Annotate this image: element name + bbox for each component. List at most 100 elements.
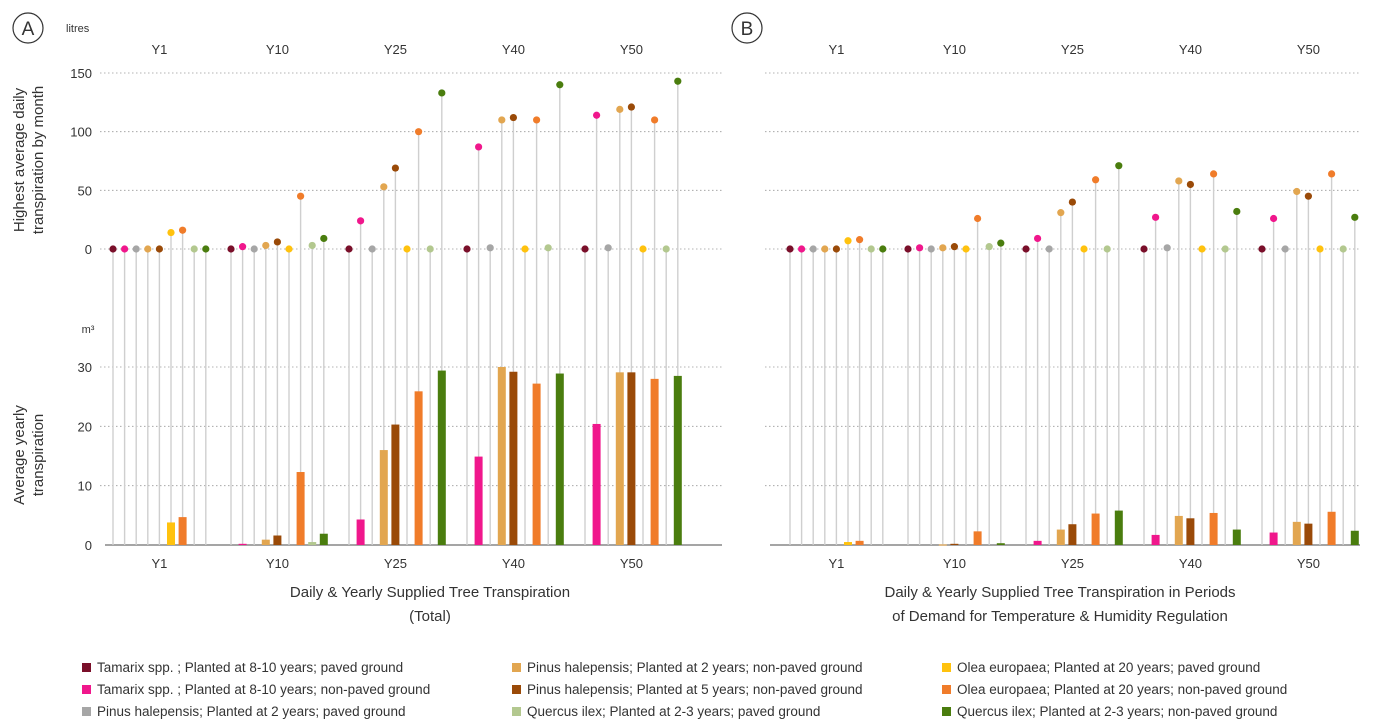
daily-ytick-label: 50: [78, 183, 92, 198]
daily-point: [521, 245, 529, 253]
daily-point: [368, 245, 376, 253]
yearly-bar: [973, 531, 982, 545]
daily-point: [179, 226, 187, 234]
daily-point: [581, 245, 589, 253]
yearly-bar: [996, 543, 1005, 545]
yearly-bar: [673, 375, 682, 545]
yearly-ytick-label: 10: [78, 479, 92, 494]
daily-point: [132, 245, 140, 253]
daily-point: [1281, 245, 1289, 253]
daily-point: [962, 245, 970, 253]
yearly-ylabel-line1: Average yearly: [11, 405, 28, 505]
yearly-bar: [1033, 540, 1042, 545]
bottom-category-label-b: Y10: [943, 556, 966, 571]
daily-point: [985, 243, 993, 251]
yearly-ytick-label: 20: [78, 419, 92, 434]
daily-ylabel-line2: transpiration by month: [30, 86, 47, 234]
daily-point: [1034, 234, 1042, 243]
bottom-category-label-a: Y10: [266, 556, 289, 571]
daily-point: [155, 245, 163, 253]
daily-point: [498, 116, 506, 124]
daily-point: [273, 238, 281, 246]
daily-point: [927, 245, 935, 253]
daily-point: [345, 245, 353, 253]
yearly-bar: [1292, 521, 1301, 545]
yearly-bar: [627, 372, 636, 545]
bottom-category-label-a: Y25: [384, 556, 407, 571]
bottom-category-label-b: Y40: [1179, 556, 1202, 571]
yearly-ylabel-line2: transpiration: [30, 414, 47, 497]
top-category-label-a: Y40: [502, 42, 525, 57]
yearly-bar: [855, 540, 864, 545]
daily-point: [651, 116, 659, 124]
legend-label: Pinus halepensis; Planted at 2 years; no…: [527, 659, 863, 675]
daily-point: [1103, 245, 1111, 253]
daily-ytick-label: 100: [70, 125, 92, 140]
daily-point: [798, 245, 806, 253]
daily-point: [1057, 209, 1065, 217]
yearly-bar: [532, 383, 541, 545]
daily-point: [190, 245, 198, 253]
daily-point: [1293, 187, 1301, 196]
legend-label: Quercus ilex; Planted at 2-3 years; pave…: [527, 703, 821, 719]
top-category-label-a: Y10: [266, 42, 289, 57]
legend-label: Tamarix spp. ; Planted at 8-10 years; no…: [97, 681, 431, 697]
daily-point: [1270, 214, 1278, 223]
daily-unit-label: litres: [66, 23, 90, 35]
daily-ylabel-line1: Highest average daily: [11, 87, 28, 232]
legend-swatch: [82, 662, 91, 672]
panel-b-badge: B: [731, 12, 763, 44]
daily-point: [1351, 213, 1359, 221]
yearly-bar: [474, 456, 483, 545]
daily-point: [403, 245, 411, 253]
daily-point: [202, 245, 210, 253]
daily-ytick-label: 0: [85, 242, 92, 257]
daily-point: [167, 228, 175, 237]
daily-point: [1210, 170, 1218, 178]
daily-point: [144, 245, 152, 253]
daily-point: [509, 113, 517, 122]
daily-point: [391, 164, 399, 172]
yearly-bar: [938, 544, 947, 546]
yearly-bar: [1350, 530, 1359, 545]
yearly-bar: [1068, 524, 1077, 545]
daily-point: [950, 243, 959, 251]
daily-point: [1186, 180, 1194, 189]
bottom-category-label-b: Y25: [1061, 556, 1084, 571]
daily-point: [1152, 213, 1160, 221]
daily-point: [262, 241, 270, 250]
daily-point: [786, 245, 794, 253]
yearly-bar: [391, 424, 400, 545]
yearly-ytick-label: 0: [85, 538, 92, 553]
bottom-category-label-a: Y1: [151, 556, 167, 571]
panel-a-badge: A: [12, 12, 44, 44]
daily-point: [250, 245, 258, 253]
yearly-bar: [555, 373, 564, 545]
yearly-bar: [1209, 512, 1218, 545]
legend-label: Quercus ilex; Planted at 2-3 years; non-…: [957, 703, 1278, 719]
yearly-bar: [379, 450, 388, 545]
top-category-label-b: Y1: [828, 42, 844, 57]
daily-point: [285, 245, 293, 253]
yearly-bar: [844, 542, 852, 545]
daily-point: [604, 244, 612, 252]
yearly-unit-label: m³: [82, 324, 95, 336]
daily-point: [856, 236, 864, 244]
daily-point: [1233, 207, 1241, 216]
daily-point: [438, 89, 446, 97]
daily-point: [879, 245, 887, 253]
daily-point: [1140, 245, 1148, 253]
daily-ytick-label: 150: [70, 66, 92, 81]
yearly-bar: [308, 542, 317, 545]
legend-swatch: [942, 684, 951, 694]
panel-a-title-line1: Daily & Yearly Supplied Tree Transpirati…: [290, 584, 570, 601]
legend-item: Olea europaea; Planted at 20 years; pave…: [942, 657, 1260, 677]
yearly-bar: [1056, 529, 1065, 545]
daily-point: [616, 105, 624, 113]
top-category-label-b: Y25: [1061, 42, 1084, 57]
daily-point: [1092, 176, 1100, 184]
top-category-label-b: Y10: [943, 42, 966, 57]
daily-point: [1198, 245, 1206, 253]
daily-point: [1080, 245, 1088, 253]
daily-point: [997, 239, 1005, 247]
